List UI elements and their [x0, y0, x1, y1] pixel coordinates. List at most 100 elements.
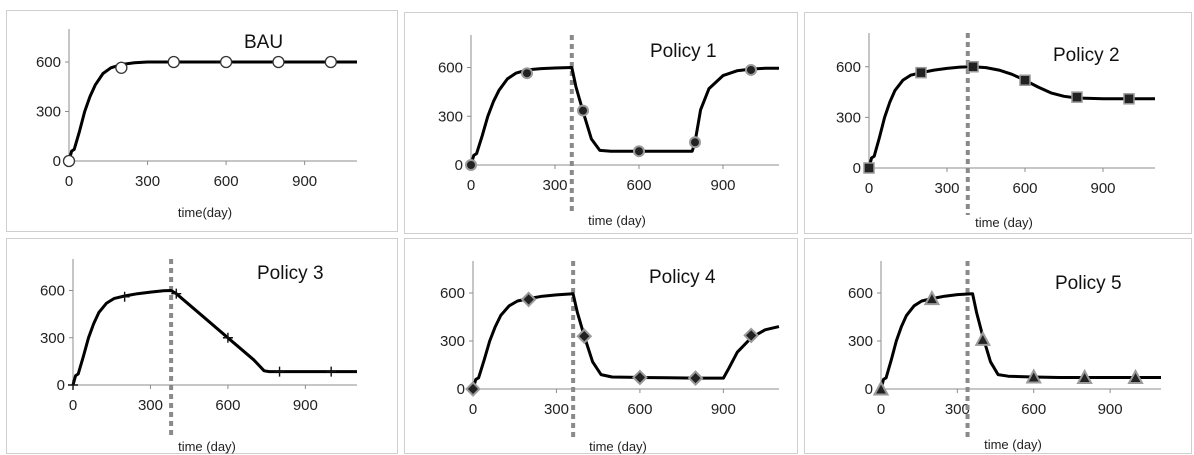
data-marker: [171, 288, 182, 299]
x-tick-label: 900: [710, 177, 735, 194]
y-tick-label: 600: [438, 60, 463, 77]
y-tick-label: 0: [455, 157, 463, 174]
x-tick-label: 0: [865, 180, 873, 197]
chart-title: Policy 4: [649, 267, 716, 288]
x-tick-label: 900: [1090, 180, 1115, 197]
x-axis-label: time (day): [588, 213, 646, 228]
data-marker: [324, 55, 337, 69]
data-marker: [115, 61, 128, 74]
chart-svg: 0 300 600 0 300 600 900 Policy 1 time (day): [438, 35, 779, 228]
x-tick-label: 0: [65, 173, 73, 190]
data-marker: [326, 366, 337, 377]
data-marker: [521, 67, 533, 80]
y-tick-label: 600: [848, 285, 873, 302]
data-marker: [872, 380, 890, 396]
data-marker: [1071, 91, 1083, 103]
chart-title: BAU: [244, 32, 283, 53]
y-tick-label: 600: [836, 59, 861, 76]
data-marker: [974, 330, 991, 346]
y-tick-label: 600: [36, 54, 61, 71]
y-tick-label: 0: [57, 377, 65, 394]
chart-title: Policy 1: [650, 41, 717, 62]
x-tick-label: 600: [214, 173, 239, 190]
x-tick-label: 0: [469, 401, 477, 418]
x-tick-label: 300: [135, 173, 160, 190]
data-marker: [119, 291, 130, 302]
data-marker: [465, 159, 477, 171]
chart-panel-policy-5: 0 300 600 0 300 600 900 Policy 5 time (day): [804, 238, 1192, 454]
x-tick-label: 0: [467, 177, 475, 194]
data-marker: [167, 55, 180, 69]
data-marker: [219, 55, 233, 69]
x-tick-label: 900: [711, 401, 736, 418]
series-line: [471, 292, 780, 390]
data-marker: [745, 63, 757, 76]
chart-title: Policy 5: [1055, 273, 1122, 294]
chart-title: Policy 2: [1053, 45, 1120, 66]
x-tick-label: 300: [945, 401, 970, 418]
x-tick-label: 600: [1021, 401, 1046, 418]
x-tick-label: 600: [627, 401, 652, 418]
series-line: [469, 66, 779, 166]
data-marker: [1127, 368, 1144, 384]
data-marker: [631, 369, 648, 386]
y-tick-label: 0: [853, 160, 861, 177]
data-marker: [1025, 368, 1042, 384]
x-tick-label: 900: [293, 397, 318, 414]
data-marker: [68, 380, 78, 390]
data-marker: [1076, 368, 1093, 384]
data-marker: [1123, 93, 1135, 105]
data-marker: [520, 291, 537, 308]
x-tick-label: 300: [542, 177, 567, 194]
y-tick-label: 0: [865, 381, 873, 398]
data-marker: [915, 66, 927, 79]
chart-svg: 0 300 600 0 300 600 900 BAU time(day): [36, 29, 357, 220]
x-axis-label: time (day): [984, 437, 1042, 452]
chart-panel-bau: 0 300 600 0 300 600 900 BAU time(day): [6, 10, 398, 232]
y-tick-label: 600: [40, 283, 65, 300]
x-tick-label: 0: [69, 397, 77, 414]
data-marker: [863, 162, 875, 174]
y-tick-label: 300: [440, 333, 465, 350]
x-tick-label: 300: [138, 397, 163, 414]
data-marker: [577, 104, 589, 117]
data-marker: [1019, 74, 1031, 86]
x-tick-label: 600: [626, 177, 651, 194]
chart-panel-policy-4: 0 300 600 0 300 600 900 Policy 4 time (day): [404, 238, 798, 454]
chart-svg: 0 300 600 0 300 600 900 Policy 4 time (day): [440, 261, 780, 454]
chart-svg: 0 300 600 0 300 600 900 Policy 3 time (day): [40, 259, 357, 454]
y-tick-label: 300: [40, 330, 65, 347]
y-tick-label: 300: [848, 333, 873, 350]
data-marker: [967, 61, 979, 73]
chart-panel-policy-2: 0 300 600 0 300 600 900 Policy 2 time (day): [804, 12, 1192, 234]
x-axis-label: time (day): [589, 439, 647, 454]
chart-panel-policy-1: 0 300 600 0 300 600 900 Policy 1 time (day): [404, 12, 798, 234]
x-tick-label: 600: [1012, 180, 1037, 197]
x-axis-label: time(day): [178, 205, 232, 220]
chart-panel-policy-3: 0 300 600 0 300 600 900 Policy 3 time (day): [6, 238, 398, 454]
data-marker: [62, 154, 76, 168]
x-tick-label: 0: [877, 401, 885, 418]
data-marker: [687, 370, 704, 387]
y-tick-label: 0: [53, 153, 61, 170]
data-marker: [633, 145, 645, 158]
data-marker: [272, 55, 285, 69]
data-marker: [743, 327, 760, 344]
x-tick-label: 600: [215, 397, 240, 414]
chart-title: Policy 3: [257, 263, 324, 284]
x-tick-label: 300: [544, 401, 569, 418]
series-line: [71, 289, 357, 386]
data-marker: [465, 381, 481, 397]
x-axis-label: time (day): [178, 439, 236, 454]
x-tick-label: 900: [1098, 401, 1123, 418]
data-marker: [923, 290, 941, 306]
x-tick-label: 300: [934, 180, 959, 197]
x-tick-label: 900: [292, 173, 317, 190]
series-line: [67, 60, 357, 162]
y-tick-label: 600: [440, 285, 465, 302]
y-tick-label: 300: [438, 108, 463, 125]
chart-svg: 0 300 600 0 300 600 900 Policy 5 time (day): [848, 261, 1161, 452]
data-marker: [576, 328, 593, 345]
series-line: [879, 292, 1161, 390]
data-marker: [222, 332, 233, 343]
